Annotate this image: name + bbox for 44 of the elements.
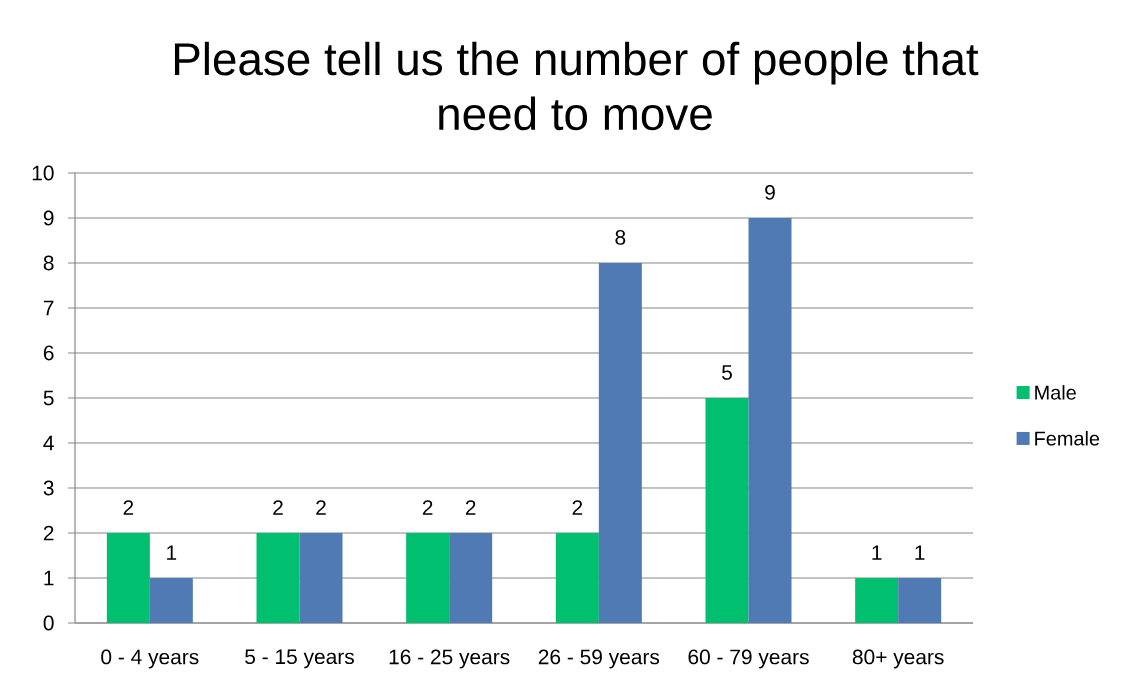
- y-tick-label: 2: [43, 525, 54, 541]
- data-label: 2: [316, 500, 326, 515]
- bar: [106, 533, 150, 623]
- chart-title: Please tell us the number of people that need to move: [174, 41, 979, 131]
- x-tick-label: 16 - 25 years: [389, 649, 510, 669]
- data-label: 9: [765, 184, 775, 200]
- data-label: 2: [422, 500, 433, 515]
- x-tick-label: 26 - 59 years: [538, 649, 660, 669]
- data-label: 2: [465, 500, 476, 515]
- bar: [705, 398, 749, 623]
- data-label: 2: [273, 500, 283, 515]
- data-label: 5: [722, 365, 732, 380]
- x-tick-label: 80+ years: [852, 649, 944, 669]
- bar: [855, 578, 899, 623]
- bar: [256, 533, 300, 623]
- data-label: 2: [123, 500, 134, 515]
- bar: [406, 533, 450, 623]
- bar: [449, 533, 493, 623]
- legend-label: Female: [1035, 430, 1100, 446]
- bar: [748, 218, 792, 623]
- y-tick-label: 3: [43, 480, 54, 496]
- y-tick-label: 1: [44, 570, 54, 586]
- y-tick-label: 0: [43, 615, 54, 631]
- bar: [555, 533, 599, 623]
- y-tick-label: 8: [43, 255, 54, 271]
- bar: [299, 533, 343, 623]
- bar: [898, 578, 942, 623]
- bar: [598, 263, 642, 623]
- x-tick-label: 0 - 4 years: [101, 649, 199, 669]
- y-tick-label: 9: [43, 210, 54, 226]
- x-tick-label: 60 - 79 years: [688, 649, 809, 669]
- y-tick-label: 6: [43, 345, 54, 361]
- data-label: 1: [167, 545, 177, 560]
- data-label: 2: [572, 500, 583, 515]
- y-tick-label: 4: [43, 435, 54, 451]
- y-tick-label: 5: [43, 390, 54, 406]
- x-tick-label: 5 - 15 years: [245, 649, 354, 669]
- data-label: 8: [615, 229, 626, 245]
- bar: [149, 578, 193, 623]
- y-tick-label: 10: [32, 165, 54, 181]
- legend-label: Male: [1035, 385, 1076, 400]
- y-tick-label: 7: [43, 300, 54, 316]
- data-label: 1: [915, 545, 925, 560]
- data-label: 1: [872, 545, 882, 560]
